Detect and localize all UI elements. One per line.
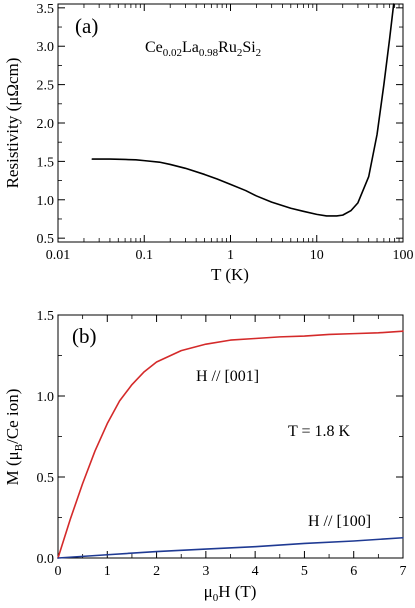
series-line-a-0 — [91, 3, 395, 217]
y-tick-label: 0.0 — [37, 552, 55, 567]
panel-a-ylabel: Resistivity (μΩcm) — [3, 58, 22, 189]
y-tick-label: 3.0 — [37, 40, 55, 55]
series-line-b-0 — [57, 330, 404, 559]
panel-a-annotation: Ce0.02La0.98Ru2Si2 — [145, 39, 261, 59]
x-tick-label: 7 — [400, 564, 407, 579]
x-tick-label: 100 — [393, 248, 414, 263]
y-tick-label: 1.5 — [37, 155, 55, 170]
panel-a-resistivity: 0.01 0.1 1 10 100 0.5 1.0 1.5 2.0 2.5 3.0 3.5 (a) C… — [3, 2, 414, 284]
panel-b-series — [57, 330, 404, 559]
panel-a-ticks: 0.01 0.1 1 10 100 0.5 1.0 1.5 2.0 2.5 3.0 3.5 — [37, 2, 414, 263]
panel-b-annotation-temp: T = 1.8 K — [288, 423, 351, 440]
series-line-b-1 — [57, 536, 404, 559]
x-tick-label: 1 — [104, 564, 111, 579]
x-tick-label: 0 — [55, 564, 62, 579]
y-tick-label: 1.5 — [37, 309, 55, 324]
panel-b-ticks: 0 1 2 3 4 5 6 7 0.0 0.5 1.0 1.5 — [37, 309, 407, 579]
x-tick-label: 1 — [227, 248, 234, 263]
y-tick-label: 2.5 — [37, 79, 55, 94]
x-tick-label: 5 — [301, 564, 308, 579]
x-tick-label: 6 — [350, 564, 357, 579]
panel-b-xlabel: μ0H (T) — [204, 582, 257, 604]
x-tick-label: 0.01 — [46, 248, 71, 263]
y-tick-label: 3.5 — [37, 2, 55, 17]
panel-b-ylabel: M (μB/Ce ion) — [3, 389, 25, 486]
x-tick-label: 3 — [202, 564, 209, 579]
y-tick-label: 2.0 — [37, 117, 55, 132]
x-tick-label: 0.1 — [136, 248, 154, 263]
panel-b-magnetization: 0 1 2 3 4 5 6 7 0.0 0.5 1.0 1.5 (b) H // [001] T = … — [3, 309, 407, 604]
x-tick-label: 2 — [153, 564, 160, 579]
panel-b-label: (b) — [72, 324, 97, 348]
y-tick-label: 1.0 — [37, 390, 55, 405]
panel-a-label: (a) — [75, 14, 98, 38]
x-tick-label: 4 — [252, 564, 259, 579]
x-tick-label: 10 — [310, 248, 324, 263]
y-tick-label: 0.5 — [37, 471, 55, 486]
panel-b-annotation-001: H // [001] — [196, 368, 259, 385]
y-tick-label: 1.0 — [37, 194, 55, 209]
panel-a-xlabel: T (K) — [211, 265, 249, 284]
y-tick-label: 0.5 — [37, 232, 55, 247]
panel-b-annotation-100: H // [100] — [308, 513, 371, 530]
panel-a-series — [91, 3, 395, 217]
